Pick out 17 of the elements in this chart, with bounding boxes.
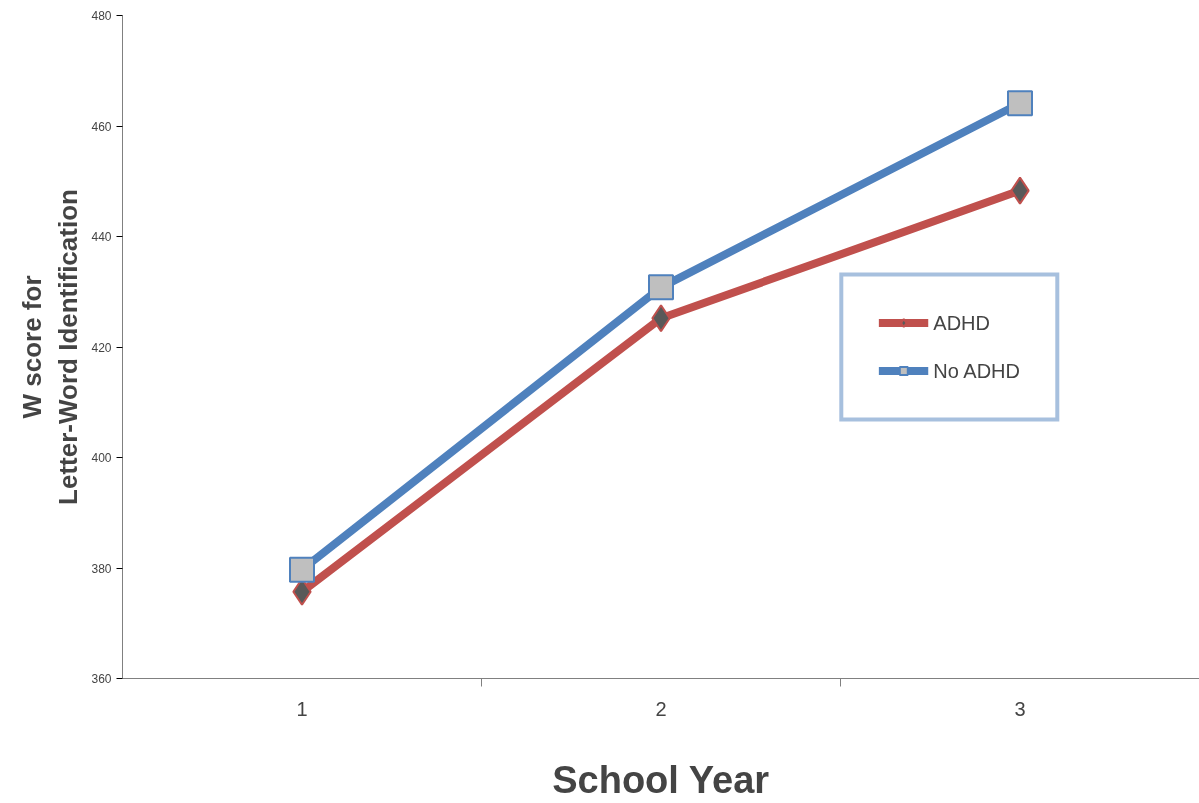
legend-label: No ADHD <box>933 359 1020 382</box>
y-tick-label: 460 <box>91 119 112 134</box>
y-tick-label: 420 <box>91 340 112 355</box>
point <box>1007 90 1033 117</box>
x-tick-label: 3 <box>1014 697 1026 720</box>
legend-label: ADHD <box>933 311 990 334</box>
y-axis-title: W score for Letter-Word Identification <box>17 189 84 505</box>
point <box>289 556 315 583</box>
y-tick-label: 400 <box>91 451 112 465</box>
y-tick-label: 360 <box>91 672 112 686</box>
y-tick-label: 380 <box>91 561 112 576</box>
x-tick-label: 1 <box>296 697 308 720</box>
y-tick-label: 480 <box>91 9 112 23</box>
point <box>648 274 674 301</box>
y-tick-label: 440 <box>91 230 112 244</box>
x-tick-label: 2 <box>655 697 667 720</box>
x-axis-title: School Year <box>552 758 770 801</box>
